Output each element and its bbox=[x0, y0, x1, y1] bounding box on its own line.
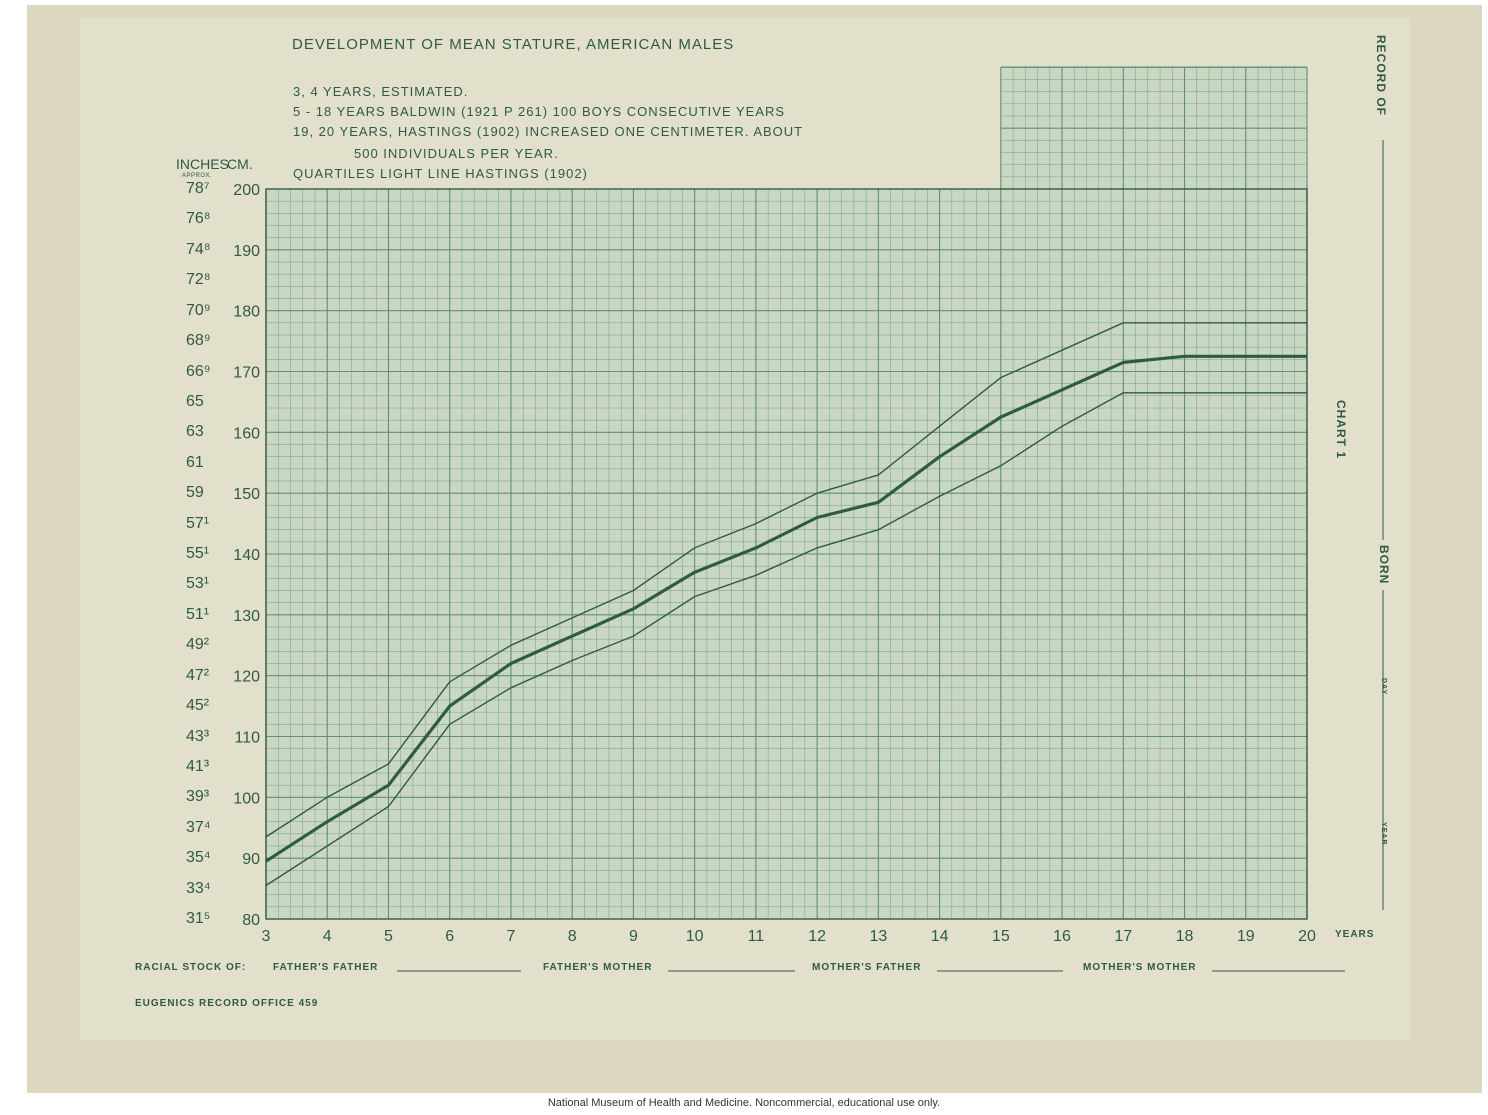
born-label: BORN bbox=[1377, 545, 1391, 585]
cm-tick-label: 180 bbox=[233, 304, 260, 321]
year-tick-label: 13 bbox=[869, 928, 887, 945]
cm-tick-label: 150 bbox=[233, 486, 260, 503]
year-tick-label: 7 bbox=[506, 928, 515, 945]
inch-tick-label: 33⁴ bbox=[186, 879, 211, 897]
inch-tick-label: 51¹ bbox=[186, 605, 210, 623]
mean-stature-line bbox=[265, 354, 1307, 863]
cm-tick-label: 140 bbox=[233, 547, 260, 564]
inch-tick-label: 66⁹ bbox=[186, 362, 211, 380]
inch-tick-label: 39³ bbox=[186, 788, 210, 806]
year-tick-label: 20 bbox=[1298, 928, 1316, 945]
chart-title: DEVELOPMENT OF MEAN STATURE, AMERICAN MA… bbox=[292, 36, 735, 53]
approx-label: APPROX. bbox=[182, 173, 213, 179]
inch-tick-label: 72⁸ bbox=[186, 271, 211, 289]
year-tick-label: 5 bbox=[384, 928, 393, 945]
lower-quartile-line bbox=[265, 392, 1307, 887]
fathers-father-label: FATHER'S FATHER bbox=[273, 962, 379, 973]
inch-tick-label: 68⁹ bbox=[186, 332, 211, 350]
inch-tick-label: 78⁷ bbox=[186, 180, 210, 197]
inch-tick-label: 74⁸ bbox=[186, 240, 211, 258]
upper-quartile-line bbox=[265, 322, 1307, 838]
inch-tick-label: 65 bbox=[186, 392, 204, 410]
inch-tick-label: 49² bbox=[186, 636, 210, 654]
note-line: 5 - 18 YEARS BALDWIN (1921 P 261) 100 BO… bbox=[293, 104, 786, 119]
year-tick-label: 14 bbox=[931, 928, 949, 945]
plot-border bbox=[265, 188, 1308, 920]
mothers-father-label: MOTHER'S FATHER bbox=[812, 962, 922, 973]
year-tick-label: 3 bbox=[262, 928, 271, 945]
year-tick-label: 8 bbox=[568, 928, 577, 945]
cm-tick-label: 120 bbox=[233, 669, 260, 686]
cm-tick-label: 170 bbox=[233, 365, 260, 382]
racial-stock-label: RACIAL STOCK OF: bbox=[135, 962, 247, 973]
day-label: DAY bbox=[1380, 678, 1387, 696]
inch-tick-label: 55¹ bbox=[186, 545, 210, 562]
cm-tick-label: 110 bbox=[234, 730, 260, 747]
year-tick-label: 4 bbox=[323, 928, 332, 945]
inch-tick-label: 53¹ bbox=[186, 575, 210, 593]
note-line: QUARTILES LIGHT LINE HASTINGS (1902) bbox=[293, 166, 588, 181]
inch-tick-label: 76⁸ bbox=[186, 210, 211, 228]
mothers-mother-label: MOTHER'S MOTHER bbox=[1083, 962, 1197, 973]
year-tick-label: 18 bbox=[1176, 928, 1194, 945]
year-label: YEAR bbox=[1380, 822, 1387, 846]
year-tick-label: 10 bbox=[686, 928, 704, 945]
office-label: EUGENICS RECORD OFFICE 459 bbox=[135, 998, 319, 1009]
inch-tick-label: 45² bbox=[186, 697, 210, 715]
cm-unit-label: CM. bbox=[227, 156, 253, 172]
inch-tick-label: 43³ bbox=[186, 727, 210, 745]
inch-tick-label: 61 bbox=[186, 453, 204, 471]
cm-tick-label: 80 bbox=[242, 912, 260, 929]
cm-tick-label: 130 bbox=[233, 608, 260, 625]
chart-number-label: CHART 1 bbox=[1334, 400, 1348, 460]
x-axis-label: YEARS bbox=[1335, 929, 1375, 940]
year-tick-label: 12 bbox=[808, 928, 826, 945]
note-line: 19, 20 YEARS, HASTINGS (1902) INCREASED … bbox=[293, 124, 804, 139]
inch-tick-label: 41³ bbox=[186, 757, 210, 775]
cm-tick-label: 200 bbox=[233, 182, 260, 199]
note-line: 3, 4 YEARS, ESTIMATED. bbox=[293, 84, 469, 99]
cm-tick-label: 160 bbox=[233, 425, 260, 442]
inches-unit-label: INCHES bbox=[176, 156, 229, 172]
cm-tick-label: 100 bbox=[233, 790, 260, 807]
year-tick-label: 6 bbox=[445, 928, 454, 945]
inch-tick-label: 70⁹ bbox=[186, 301, 211, 319]
cm-tick-label: 190 bbox=[233, 243, 260, 260]
cm-tick-label: 90 bbox=[242, 851, 260, 868]
inch-tick-label: 37⁴ bbox=[186, 818, 211, 836]
inch-tick-label: 57¹ bbox=[186, 514, 210, 532]
inch-tick-label: 59 bbox=[186, 484, 204, 502]
year-tick-label: 9 bbox=[629, 928, 638, 945]
year-tick-label: 16 bbox=[1053, 928, 1071, 945]
inch-tick-label: 31⁵ bbox=[186, 910, 211, 927]
inch-tick-label: 63 bbox=[186, 423, 204, 441]
year-tick-label: 17 bbox=[1114, 928, 1132, 945]
inch-tick-label: 47² bbox=[186, 666, 210, 684]
fathers-mother-label: FATHER'S MOTHER bbox=[543, 962, 653, 973]
inch-tick-label: 35⁴ bbox=[186, 849, 211, 867]
record-of-label: RECORD OF bbox=[1374, 35, 1388, 116]
year-tick-label: 11 bbox=[748, 928, 765, 945]
note-line: 500 INDIVIDUALS PER YEAR. bbox=[354, 146, 559, 161]
image-credit: National Museum of Health and Medicine. … bbox=[547, 1097, 941, 1109]
year-tick-label: 19 bbox=[1237, 928, 1255, 945]
year-tick-label: 15 bbox=[992, 928, 1010, 945]
